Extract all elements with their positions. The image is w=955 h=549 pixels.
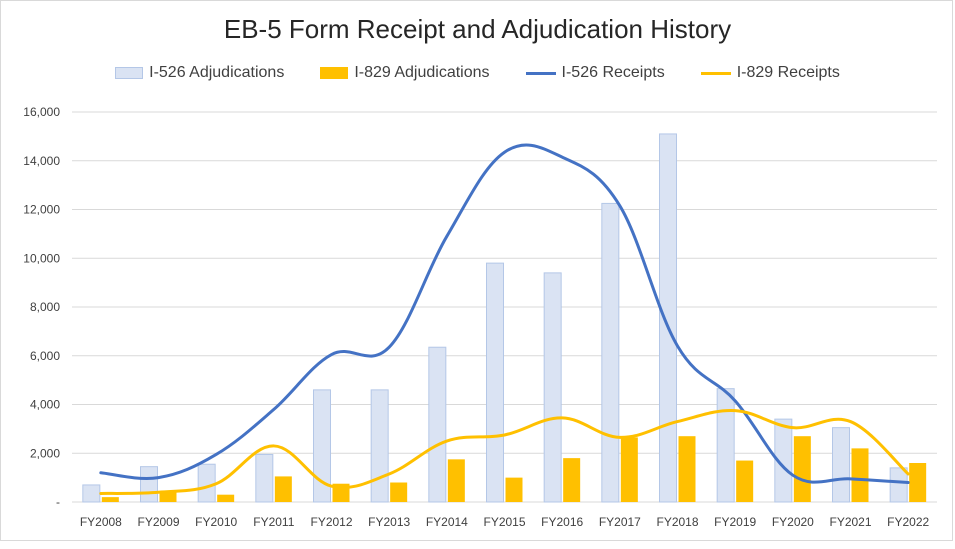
legend-label-i526-adjudications: I-526 Adjudications	[149, 64, 285, 81]
y-tick-label: 12,000	[23, 203, 60, 217]
bar-i526-adjudications	[197, 463, 216, 503]
y-tick-label: -	[56, 495, 60, 509]
x-tick-label: FY2021	[829, 515, 871, 529]
bar-i829-adjudications	[851, 448, 869, 502]
line-i829-receipts	[99, 409, 910, 495]
x-tick-label: FY2016	[541, 515, 583, 529]
x-tick-label: FY2013	[368, 515, 410, 529]
legend-item-i526-receipts: I-526 Receipts	[525, 64, 665, 82]
bar-i829-adjudications	[390, 482, 408, 502]
legend-label-i829-adjudications: I-829 Adjudications	[354, 64, 490, 81]
bar-i829-adjudications	[678, 436, 696, 502]
bar-i526-adjudications	[313, 389, 331, 503]
chart-legend: I-526 Adjudications I-829 Adjudications …	[0, 64, 955, 82]
legend-item-i829-adjudications: I-829 Adjudications	[320, 64, 490, 82]
legend-swatch-i526-adjudications	[115, 67, 144, 79]
bar-i829-adjudications	[620, 437, 638, 502]
bar-i829-adjudications	[909, 463, 927, 502]
chart-title: EB-5 Form Receipt and Adjudication Histo…	[223, 14, 732, 44]
x-tick-label: FY2010	[195, 515, 237, 529]
bar-i829-adjudications	[101, 497, 119, 502]
legend-item-i526-adjudications: I-526 Adjudications	[115, 64, 284, 82]
x-tick-label: FY2008	[80, 515, 122, 529]
y-tick-label: 16,000	[23, 105, 60, 119]
bar-i829-adjudications	[793, 436, 811, 502]
y-tick-label: 8,000	[30, 300, 60, 314]
legend-swatch-i526-receipts	[525, 71, 556, 75]
y-tick-label: 4,000	[30, 398, 60, 412]
legend-swatch-i829-receipts	[700, 71, 731, 75]
x-tick-label: FY2009	[137, 515, 179, 529]
bar-i526-adjudications	[543, 272, 562, 503]
x-tick-label: FY2020	[772, 515, 814, 529]
x-tick-label: FY2019	[714, 515, 756, 529]
bar-i526-adjudications	[832, 427, 850, 503]
bar-i829-adjudications	[563, 458, 581, 502]
bar-i526-adjudications	[140, 466, 158, 503]
bar-i526-adjudications	[774, 418, 793, 503]
x-tick-label: FY2012	[310, 515, 352, 529]
x-tick-label: FY2011	[253, 515, 294, 529]
bar-i829-adjudications	[505, 477, 523, 502]
bar-i526-adjudications	[486, 262, 504, 503]
y-tick-label: 14,000	[23, 154, 60, 168]
bar-i829-adjudications	[447, 459, 465, 502]
bar-i526-adjudications	[659, 133, 677, 503]
y-tick-label: 2,000	[30, 446, 60, 460]
x-tick-label: FY2017	[599, 515, 641, 529]
x-tick-label: FY2015	[483, 515, 525, 529]
x-tick-label: FY2022	[887, 515, 929, 529]
legend-item-i829-receipts: I-829 Receipts	[700, 64, 840, 82]
bar-i526-adjudications	[370, 389, 389, 503]
bar-i526-adjudications	[889, 467, 908, 503]
y-tick-label: 6,000	[30, 349, 60, 363]
bar-i829-adjudications	[274, 476, 292, 502]
bar-i829-adjudications	[159, 492, 177, 502]
legend-swatch-i829-adjudications	[320, 67, 349, 79]
bar-i526-adjudications	[428, 346, 447, 503]
bar-i526-adjudications	[601, 202, 620, 503]
bar-i526-adjudications	[82, 484, 101, 503]
line-i526-receipts	[99, 143, 910, 484]
legend-label-i829-receipts: I-829 Receipts	[736, 64, 840, 81]
bar-i526-adjudications	[255, 453, 274, 503]
bar-i829-adjudications	[736, 460, 754, 502]
x-tick-label: FY2014	[426, 515, 468, 529]
bar-i829-adjudications	[217, 494, 235, 502]
legend-label-i526-receipts: I-526 Receipts	[561, 64, 665, 81]
x-tick-label: FY2018	[656, 515, 698, 529]
y-tick-label: 10,000	[23, 251, 60, 265]
bar-i526-adjudications	[716, 388, 735, 503]
